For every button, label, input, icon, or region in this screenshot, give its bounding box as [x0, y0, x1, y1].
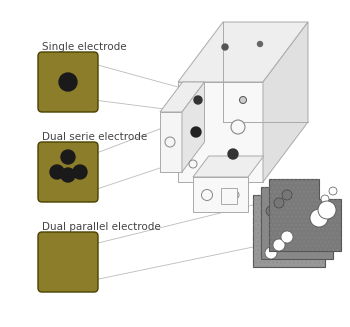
Circle shape: [313, 203, 321, 211]
Polygon shape: [261, 187, 333, 259]
Circle shape: [231, 120, 245, 134]
Circle shape: [258, 42, 262, 46]
Polygon shape: [160, 112, 182, 172]
Circle shape: [310, 209, 328, 227]
Circle shape: [282, 190, 292, 200]
Text: Dual parallel electrode: Dual parallel electrode: [42, 222, 161, 232]
Circle shape: [329, 187, 337, 195]
Circle shape: [189, 160, 197, 168]
Text: Dual serie electrode: Dual serie electrode: [42, 132, 147, 142]
Circle shape: [321, 195, 329, 203]
Polygon shape: [182, 82, 204, 172]
Circle shape: [273, 239, 285, 251]
Polygon shape: [178, 22, 308, 82]
Polygon shape: [193, 156, 264, 177]
Circle shape: [165, 137, 175, 147]
Circle shape: [239, 96, 246, 104]
Circle shape: [61, 168, 75, 182]
Polygon shape: [160, 82, 204, 112]
Circle shape: [281, 231, 293, 243]
Polygon shape: [253, 195, 325, 267]
Circle shape: [302, 217, 320, 235]
Circle shape: [231, 191, 239, 199]
Polygon shape: [269, 179, 341, 251]
FancyBboxPatch shape: [38, 142, 98, 202]
Polygon shape: [178, 82, 263, 182]
Polygon shape: [263, 22, 308, 182]
Polygon shape: [193, 177, 248, 212]
Circle shape: [222, 44, 228, 50]
FancyBboxPatch shape: [38, 232, 98, 292]
Circle shape: [191, 127, 201, 137]
Circle shape: [194, 96, 202, 104]
Circle shape: [50, 165, 64, 179]
Circle shape: [266, 206, 276, 216]
Text: Single electrode: Single electrode: [42, 42, 127, 52]
Circle shape: [73, 165, 87, 179]
Circle shape: [61, 150, 75, 164]
Polygon shape: [221, 188, 237, 204]
Circle shape: [265, 247, 277, 259]
FancyBboxPatch shape: [38, 52, 98, 112]
Circle shape: [202, 190, 212, 200]
Circle shape: [274, 198, 284, 208]
Circle shape: [228, 149, 238, 159]
Circle shape: [318, 201, 336, 219]
Circle shape: [59, 73, 77, 91]
